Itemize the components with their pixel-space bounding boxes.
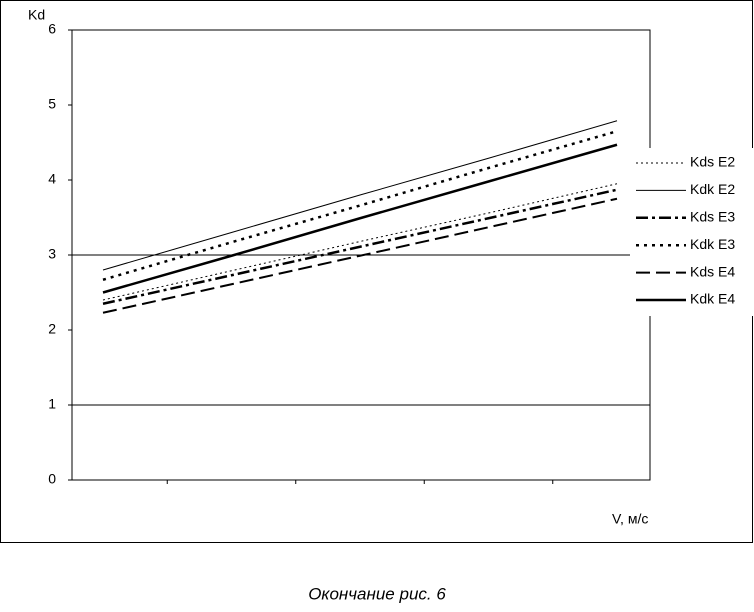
legend-label: Kdk E2 xyxy=(690,181,735,197)
y-tick-label: 6 xyxy=(48,21,56,37)
y-axis-label: Kd xyxy=(28,7,45,23)
series-line xyxy=(102,183,618,301)
y-tick-label: 3 xyxy=(48,246,56,262)
series-line xyxy=(102,188,618,305)
series-line xyxy=(102,120,618,271)
series-line xyxy=(102,130,618,281)
legend-box xyxy=(630,148,753,316)
y-tick-label: 4 xyxy=(48,171,56,187)
y-tick-label: 1 xyxy=(48,396,56,412)
y-tick-label: 5 xyxy=(48,96,56,112)
x-axis-label: V, м/с xyxy=(612,511,648,527)
y-tick-label: 0 xyxy=(48,471,56,487)
caption: Окончание рис. 6 xyxy=(308,584,446,603)
legend-label: Kdk E4 xyxy=(690,291,735,307)
series-line xyxy=(102,143,618,294)
legend-label: Kds E4 xyxy=(690,263,735,279)
y-tick-label: 2 xyxy=(48,321,56,337)
legend-label: Kds E2 xyxy=(690,154,735,170)
legend-label: Kds E3 xyxy=(690,209,735,225)
legend-label: Kdk E3 xyxy=(690,236,735,252)
series-line xyxy=(102,197,618,314)
